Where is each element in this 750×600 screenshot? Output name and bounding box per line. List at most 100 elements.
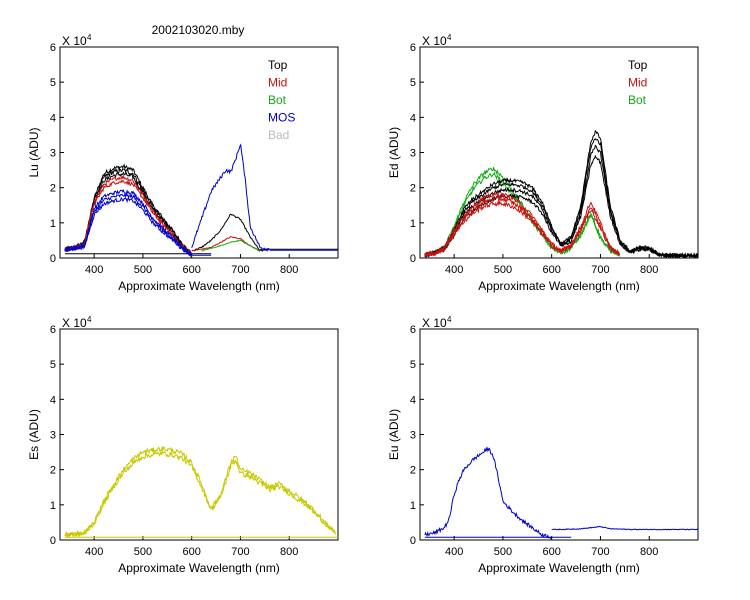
ed-series-1 (424, 129, 698, 258)
lu-y-multiplier: X 10 (62, 34, 87, 48)
es-ytick-label: 1 (50, 500, 56, 512)
eu-series-0-line (424, 446, 552, 540)
lu-ytick-label: 0 (50, 253, 56, 265)
es-xtick-label: 700 (231, 546, 249, 558)
ed-legend-entry: Mid (628, 76, 647, 90)
lu-series-3-line (64, 196, 192, 258)
ed-series-2-line (424, 191, 620, 257)
eu-series-0 (424, 446, 698, 540)
eu-xtick-label: 700 (591, 546, 609, 558)
lu-xtick-label: 500 (134, 264, 152, 276)
ed-xtick-label: 500 (494, 264, 512, 276)
lu-y-multiplier-exp: 4 (87, 33, 92, 42)
es-ytick-label: 3 (50, 430, 56, 442)
ed-series-2 (424, 191, 620, 258)
figure-title: 2002103020.mby (152, 23, 245, 37)
es-series-0-line (64, 449, 337, 538)
lu-xtick-label: 400 (85, 264, 103, 276)
ed-ytick-label: 1 (410, 218, 416, 230)
es-series-0-line (64, 446, 337, 539)
eu-ytick-label: 3 (410, 430, 416, 442)
lu-ytick-label: 1 (50, 218, 56, 230)
es-ytick-label: 2 (50, 465, 56, 477)
lu-series-0 (64, 163, 338, 257)
eu-xtick-label: 400 (445, 546, 463, 558)
eu-y-multiplier: X 10 (422, 316, 447, 330)
lu-ytick-label: 5 (50, 77, 56, 89)
ed-series-2-line (424, 199, 620, 258)
lu-series-0-line (191, 213, 270, 252)
ed-legend-entry: Bot (628, 93, 647, 107)
ed-xtick-label: 400 (445, 264, 463, 276)
es-xtick-label: 800 (280, 546, 298, 558)
lu-legend-entry: Bot (268, 93, 287, 107)
ed-ytick-label: 0 (410, 253, 416, 265)
eu-ytick-label: 1 (410, 500, 416, 512)
lu-xtick-label: 800 (280, 264, 298, 276)
eu-xtick-label: 800 (640, 546, 658, 558)
lu-legend-entry: MOS (268, 111, 295, 125)
eu-ytick-label: 2 (410, 465, 416, 477)
lu-legend-entry: Mid (268, 76, 287, 90)
es-ytick-label: 6 (50, 324, 56, 336)
ed-ytick-label: 2 (410, 183, 416, 195)
lu-ytick-label: 6 (50, 42, 56, 54)
ed-ytick-label: 5 (410, 77, 416, 89)
eu-ytick-label: 5 (410, 359, 416, 371)
eu-series-0-line (551, 525, 698, 531)
lu-series-3 (64, 143, 338, 258)
es-ytick-label: 4 (50, 394, 56, 406)
lu-xtick-label: 600 (183, 264, 201, 276)
lu-series-1-line (64, 174, 192, 257)
es-y-multiplier: X 10 (62, 316, 87, 330)
es-xlabel: Approximate Wavelength (nm) (118, 561, 280, 575)
lu-xlabel: Approximate Wavelength (nm) (118, 279, 280, 293)
ed-ytick-label: 4 (410, 112, 416, 124)
eu-ylabel: Eu (ADU) (387, 409, 401, 460)
ed-xtick-label: 700 (591, 264, 609, 276)
eu-ytick-label: 4 (410, 394, 416, 406)
eu-y-multiplier-exp: 4 (447, 315, 452, 324)
es-ytick-label: 0 (50, 535, 56, 547)
ed-y-multiplier: X 10 (422, 34, 447, 48)
ed-plot-frame (419, 46, 699, 259)
ed-y-multiplier-exp: 4 (447, 33, 452, 42)
es-ylabel: Es (ADU) (27, 409, 41, 460)
es-xtick-label: 500 (134, 546, 152, 558)
lu-series-1-line (64, 179, 192, 257)
lu-series-2-line (201, 239, 261, 252)
ed-series-1-line (424, 144, 698, 258)
lu-series-3-line (191, 143, 270, 252)
lu-series-2 (201, 239, 261, 252)
es-ytick-label: 5 (50, 359, 56, 371)
ed-ylabel: Ed (ADU) (387, 127, 401, 178)
lu-ylabel: Lu (ADU) (27, 127, 41, 177)
eu-plot-frame (419, 328, 699, 541)
es-y-multiplier-exp: 4 (87, 315, 92, 324)
lu-legend-entry: Top (268, 58, 288, 72)
ed-series-1-line (424, 129, 698, 258)
eu-xtick-label: 600 (543, 546, 561, 558)
lu-ytick-label: 4 (50, 112, 56, 124)
ed-ytick-label: 3 (410, 148, 416, 160)
eu-ytick-label: 6 (410, 324, 416, 336)
es-xtick-label: 400 (85, 546, 103, 558)
ed-legend-entry: Top (628, 58, 648, 72)
lu-ytick-label: 2 (50, 183, 56, 195)
eu-xlabel: Approximate Wavelength (nm) (478, 561, 640, 575)
ed-series-2-line (424, 196, 620, 258)
es-series-0 (64, 446, 338, 539)
ed-xtick-label: 600 (543, 264, 561, 276)
ed-xlabel: Approximate Wavelength (nm) (478, 279, 640, 293)
eu-ytick-label: 0 (410, 535, 416, 547)
es-xtick-label: 600 (183, 546, 201, 558)
lu-xtick-label: 700 (231, 264, 249, 276)
lu-ytick-label: 3 (50, 148, 56, 160)
ed-xtick-label: 800 (640, 264, 658, 276)
lu-legend-entry: Bad (268, 128, 289, 142)
